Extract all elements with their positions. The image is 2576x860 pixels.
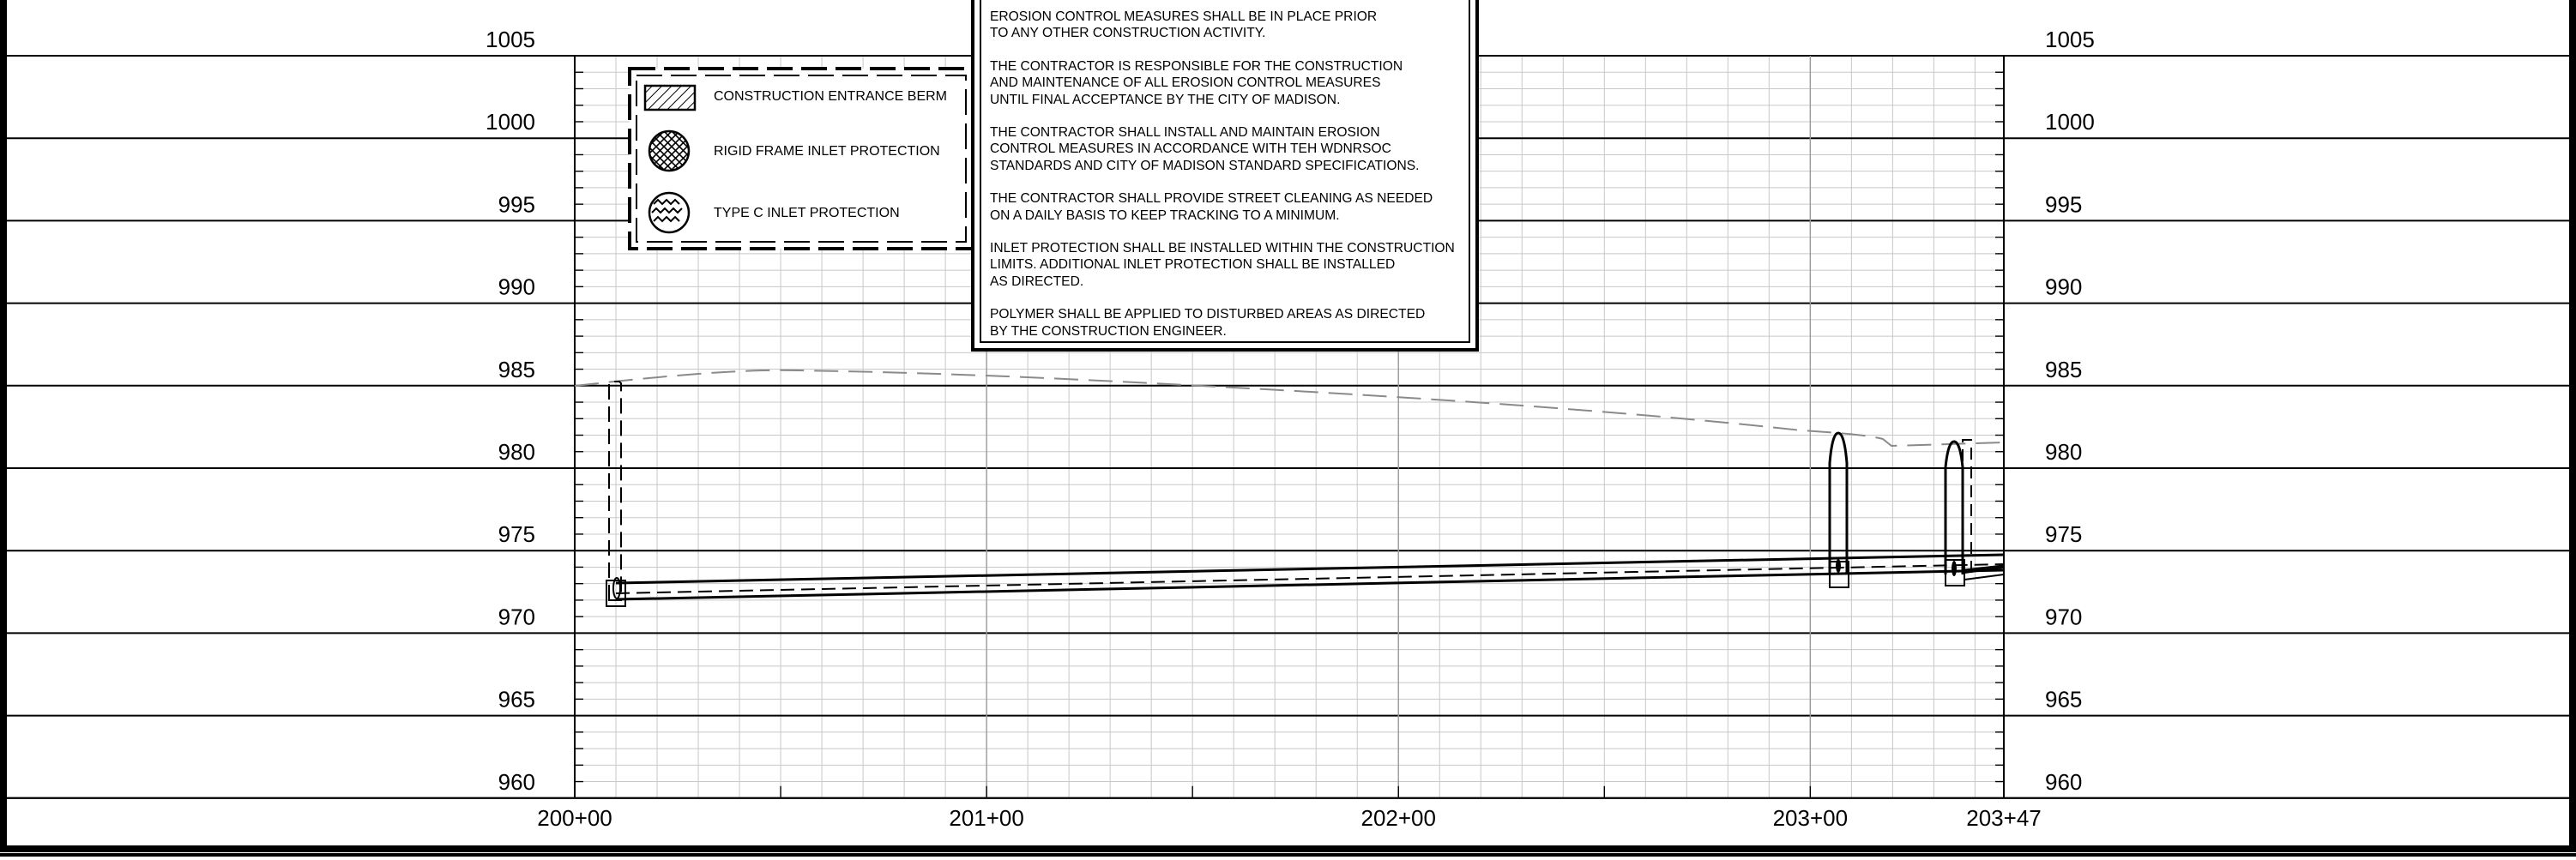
elevation-labels-left: 1005 1000 995 990 985 980 975 970 965 960 [486,27,535,795]
construction-notes-inner: EROSION CONTROL MEASURES SHALL BE IN PLA… [980,0,1470,343]
elevation-label-left: 990 [498,274,535,300]
manhole-2 [1944,440,1964,574]
station-label: 202+00 [1360,805,1435,831]
major-grid-lines [7,55,2569,799]
station-label: 203+47 [1966,805,2041,831]
note-6: POLYMER SHALL BE APPLIED TO DISTURBED AR… [990,307,1426,339]
outlet-line-b [1964,574,2005,580]
legend: CONSTRUCTION ENTRANCE BERM RIGID FRAME I… [630,69,973,249]
outlet-line-a [1964,567,2005,574]
elevation-label-right: 970 [2045,604,2082,629]
left-structure [608,381,622,601]
elevation-label-left: 970 [498,604,535,629]
elevation-label-left: 975 [498,521,535,547]
elevation-label-left: 1005 [486,27,535,52]
elevation-label-left: 960 [498,769,535,795]
pipe-dashed-line [615,563,2005,594]
station-label: 200+00 [537,805,612,831]
elevation-label-right: 985 [2045,357,2082,382]
zigzag-circle-icon [648,191,691,234]
crosshatch-circle-icon [648,129,691,172]
note-4: THE CONTRACTOR SHALL PROVIDE STREET CLEA… [990,191,1433,223]
manhole-1 [1828,431,1849,574]
left-structure-base [606,580,626,607]
elevation-label-right: 1000 [2045,109,2095,135]
legend-item-construction-entrance-berm: CONSTRUCTION ENTRANCE BERM [630,69,973,120]
manhole-2-outlet [1952,561,1957,576]
hatch-square-icon [643,84,697,111]
legend-label: RIGID FRAME INLET PROTECTION [714,144,940,159]
station-label: 203+00 [1773,805,1848,831]
elevation-label-right: 980 [2045,439,2082,465]
elevation-label-left: 995 [498,191,535,217]
elevation-label-left: 980 [498,439,535,465]
manhole-1-outlet [1836,559,1841,573]
elevation-label-right: 960 [2045,769,2082,795]
pipe-invert-line [615,568,2005,601]
pipe-crown-line [615,553,2005,585]
legend-label: CONSTRUCTION ENTRANCE BERM [714,89,948,104]
elevation-label-right: 1005 [2045,27,2095,52]
legend-item-rigid-frame-inlet-protection: RIGID FRAME INLET PROTECTION [630,129,973,180]
legend-label: TYPE C INLET PROTECTION [714,206,900,220]
elevation-label-right: 995 [2045,191,2082,217]
elevation-labels-right: 1005 1000 995 990 985 980 975 970 965 960 [2045,27,2095,795]
elevation-label-right: 975 [2045,521,2082,547]
note-3: THE CONTRACTOR SHALL INSTALL AND MAINTAI… [990,125,1420,173]
station-labels: 200+00 201+00 202+00 203+00 203+47 [537,805,2041,831]
manhole-2-dashed [1962,439,1972,574]
legend-item-type-c-inlet-protection: TYPE C INLET PROTECTION [630,189,973,240]
axis-ticks [574,71,2004,798]
note-5: INLET PROTECTION SHALL BE INSTALLED WITH… [990,241,1455,289]
elevation-label-left: 1000 [486,109,535,135]
left-structure-outlet [612,577,621,599]
construction-notes-box: EROSION CONTROL MEASURES SHALL BE IN PLA… [971,0,1479,352]
note-1: EROSION CONTROL MEASURES SHALL BE IN PLA… [990,9,1378,41]
elevation-label-right: 990 [2045,274,2082,300]
existing-ground-line [574,369,2005,448]
legend-frame-inner [636,75,967,243]
station-label: 201+00 [949,805,1023,831]
note-2: THE CONTRACTOR IS RESPONSIBLE FOR THE CO… [990,58,1403,107]
elevation-label-right: 965 [2045,687,2082,713]
elevation-label-left: 965 [498,687,535,713]
elevation-label-left: 985 [498,357,535,382]
